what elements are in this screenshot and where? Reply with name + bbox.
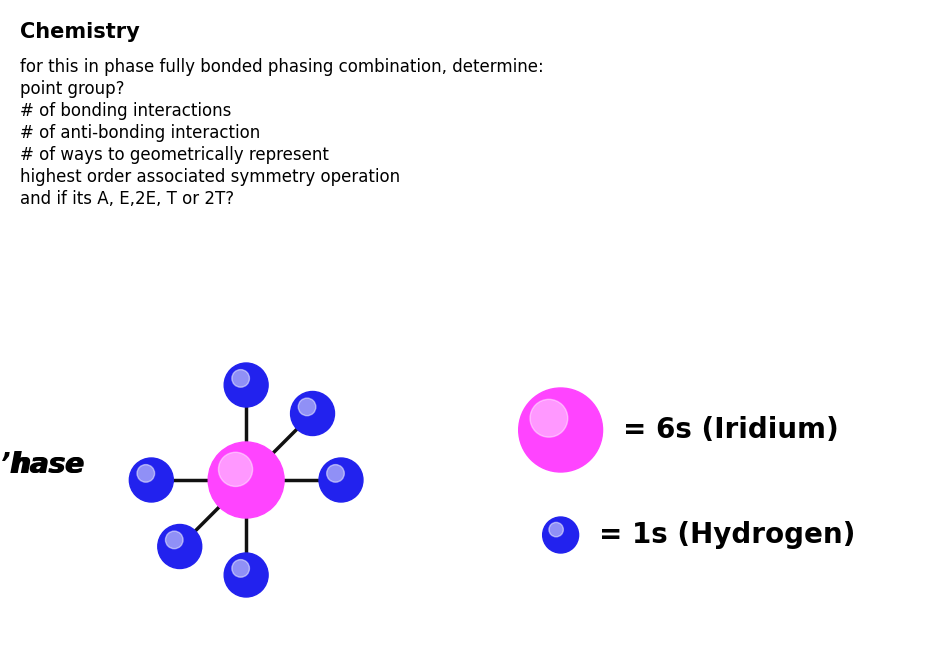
Text: point group?: point group? [20,80,124,98]
Circle shape [165,531,183,549]
Text: = 1s (Hydrogen): = 1s (Hydrogen) [598,521,855,549]
Text: = 6s (Iridium): = 6s (Iridium) [623,416,838,444]
Text: ’hase: ’hase [0,451,84,479]
Circle shape [232,559,249,577]
Circle shape [530,399,568,437]
Circle shape [319,458,363,502]
Text: # of bonding interactions: # of bonding interactions [20,102,231,120]
Circle shape [137,464,155,482]
Circle shape [543,517,578,553]
Circle shape [158,524,202,569]
Circle shape [224,363,268,407]
Circle shape [299,398,316,415]
Circle shape [327,464,344,482]
Text: for this in phase fully bonded phasing combination, determine:: for this in phase fully bonded phasing c… [20,58,543,76]
Text: # of anti-bonding interaction: # of anti-bonding interaction [20,124,260,142]
Text: Chemistry: Chemistry [20,22,139,42]
Text: highest order associated symmetry operation: highest order associated symmetry operat… [20,168,399,186]
Text: and if its A, E,2E, T or 2T?: and if its A, E,2E, T or 2T? [20,190,234,208]
Circle shape [518,388,603,472]
Circle shape [208,442,284,518]
Text: hase: hase [11,451,86,479]
Text: # of ways to geometrically represent: # of ways to geometrically represent [20,146,328,164]
Circle shape [232,369,249,387]
Circle shape [219,452,253,486]
Circle shape [224,553,268,597]
Circle shape [129,458,173,502]
Circle shape [549,522,563,537]
Circle shape [291,391,335,436]
